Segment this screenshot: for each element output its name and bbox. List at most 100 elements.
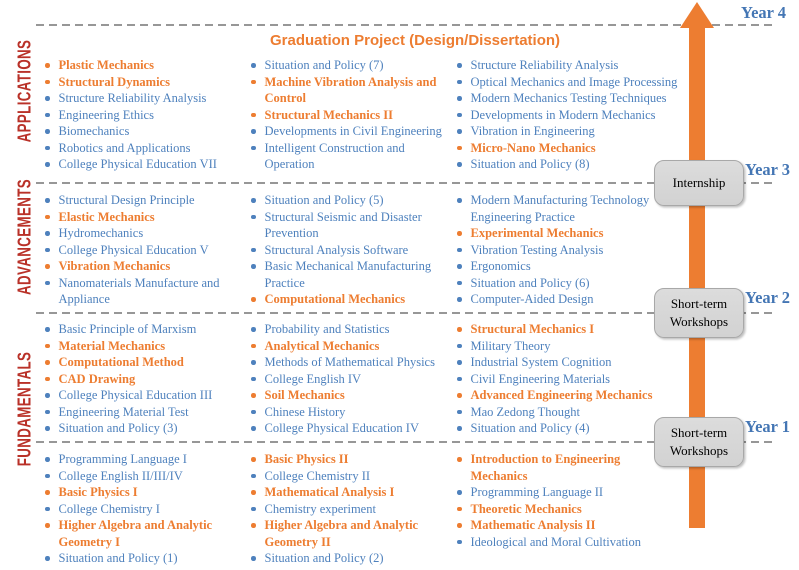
course-name: Situation and Policy (5)	[264, 193, 384, 207]
course-item: College Chemistry II	[244, 468, 449, 485]
course-item: Higher Algebra and Analytic Geometry I	[38, 517, 243, 550]
bullet-icon	[45, 162, 50, 167]
bullet-icon	[45, 327, 50, 332]
bullet-icon	[45, 79, 50, 84]
course-name: Structural Analysis Software	[264, 242, 409, 257]
bullet-icon	[251, 457, 256, 462]
bullet-icon	[45, 343, 50, 348]
course-name: College Physical Education VII	[58, 157, 217, 171]
bullet-icon	[45, 376, 50, 381]
course-name: Basic Mechanical Manufacturing Practice	[264, 259, 432, 290]
course-name: College English IV	[264, 371, 362, 386]
course-name: Ideological and Moral Cultivation	[470, 534, 641, 549]
course-name: Computational Method	[58, 355, 184, 369]
bullet-icon	[457, 376, 462, 381]
bullet-icon	[457, 280, 462, 285]
course-item: Ergonomics	[450, 258, 655, 275]
bullet-icon	[251, 112, 256, 117]
bullet-icon	[457, 162, 462, 167]
course-item: CAD Drawing	[38, 371, 243, 388]
course-item: Elastic Mechanics	[38, 209, 243, 226]
bullet-icon	[457, 506, 462, 511]
bullet-icon	[45, 393, 50, 398]
course-name: Structural Seismic and Disaster Preventi…	[264, 209, 422, 241]
bullet-icon	[457, 393, 462, 398]
course-item: Civil Engineering Materials	[450, 371, 655, 388]
course-item: Basic Physics I	[38, 484, 243, 501]
course-item: Programming Language I	[38, 451, 243, 468]
course-item: Situation and Policy (6)	[450, 275, 655, 292]
courses-year1-col3: Introduction to Engineering Mechanics Pro…	[450, 451, 655, 550]
course-name: Machine Vibration Analysis and Control	[264, 74, 437, 106]
bullet-icon	[457, 523, 462, 528]
bullet-icon	[45, 198, 50, 203]
course-name: Analytical Mechanics	[264, 338, 380, 353]
course-name: Structural Design Principle	[58, 193, 195, 207]
course-name: Vibration Testing Analysis	[470, 242, 604, 257]
bullet-icon	[457, 63, 462, 68]
course-item: Robotics and Applications	[38, 140, 243, 157]
course-item: Structure Reliability Analysis	[450, 57, 655, 74]
bullet-icon	[251, 360, 256, 365]
course-name: Vibration Mechanics	[58, 259, 171, 273]
course-item: Methods of Mathematical Physics	[244, 354, 449, 371]
course-item: Basic Mechanical Manufacturing Practice	[244, 258, 449, 291]
bullet-icon	[45, 96, 50, 101]
course-name: Chemistry experiment	[264, 501, 376, 516]
course-item: Military Theory	[450, 338, 655, 355]
course-item: Analytical Mechanics	[244, 338, 449, 355]
course-item: Situation and Policy (2)	[244, 550, 449, 567]
bullet-icon	[251, 327, 256, 332]
course-item: Machine Vibration Analysis and Control	[244, 74, 449, 107]
course-item: Micro-Nano Mechanics	[450, 140, 655, 157]
course-name: College Chemistry II	[264, 468, 371, 483]
course-item: Vibration Testing Analysis	[450, 242, 655, 259]
bullet-icon	[251, 523, 256, 528]
course-name: Engineering Ethics	[58, 107, 154, 122]
bullet-icon	[457, 145, 462, 150]
courses-year4-col3: Structure Reliability Analysis Optical Me…	[450, 57, 677, 173]
course-name: Modern Mechanics Testing Techniques	[470, 91, 667, 105]
course-name: Military Theory	[470, 338, 551, 353]
stage-label-fundamentals: FUNDAMENTALS	[12, 351, 34, 467]
bullet-icon	[45, 145, 50, 150]
course-name: Developments in Modern Mechanics	[470, 107, 656, 122]
course-name: Mathematic Analysis II	[470, 518, 596, 532]
course-name: Engineering Material Test	[58, 404, 189, 419]
course-name: Computational Mechanics	[264, 292, 406, 306]
stage-label-applications: APPLICATIONS	[12, 39, 34, 143]
course-name: Programming Language II	[470, 485, 604, 499]
course-item: Hydromechanics	[38, 225, 243, 242]
course-item: Modern Manufacturing Technology Engineer…	[450, 192, 655, 225]
course-name: Chinese History	[264, 404, 346, 419]
course-item: Basic Physics II	[244, 451, 449, 468]
bullet-icon	[457, 264, 462, 269]
milestone-short-term-workshops-year2: Short-term Workshops	[654, 288, 744, 338]
bullet-icon	[457, 327, 462, 332]
course-name: Advanced Engineering Mechanics	[470, 388, 653, 402]
bullet-icon	[45, 280, 50, 285]
course-name: College Physical Education V	[58, 242, 209, 257]
course-item: Probability and Statistics	[244, 321, 449, 338]
timeline-arrow-shaft	[689, 26, 705, 528]
bullet-icon	[457, 247, 462, 252]
bullet-icon	[457, 112, 462, 117]
course-item: Situation and Policy (5)	[244, 192, 449, 209]
bullet-icon	[45, 247, 50, 252]
course-item: Nanomaterials Manufacture and Appliance	[38, 275, 243, 308]
course-name: Structural Mechanics II	[264, 107, 393, 122]
year1-divider-line	[36, 441, 776, 443]
courses-year3-col1: Structural Design Principle Elastic Mecha…	[38, 192, 243, 308]
bullet-icon	[457, 426, 462, 431]
bullet-icon	[45, 473, 50, 478]
course-name: Soil Mechanics	[264, 388, 345, 402]
year4-divider-line	[36, 24, 776, 26]
stage-label-advancements: ADVANCEMENTS	[12, 179, 34, 295]
bullet-icon	[251, 556, 256, 561]
courses-year3-col2: Situation and Policy (5) Structural Seism…	[244, 192, 449, 308]
year-label-1: Year 1	[745, 417, 791, 436]
courses-year1-col1: Programming Language I College English II…	[38, 451, 243, 567]
course-item: Mao Zedong Thought	[450, 404, 655, 421]
bullet-icon	[45, 409, 50, 414]
bullet-icon	[45, 506, 50, 511]
